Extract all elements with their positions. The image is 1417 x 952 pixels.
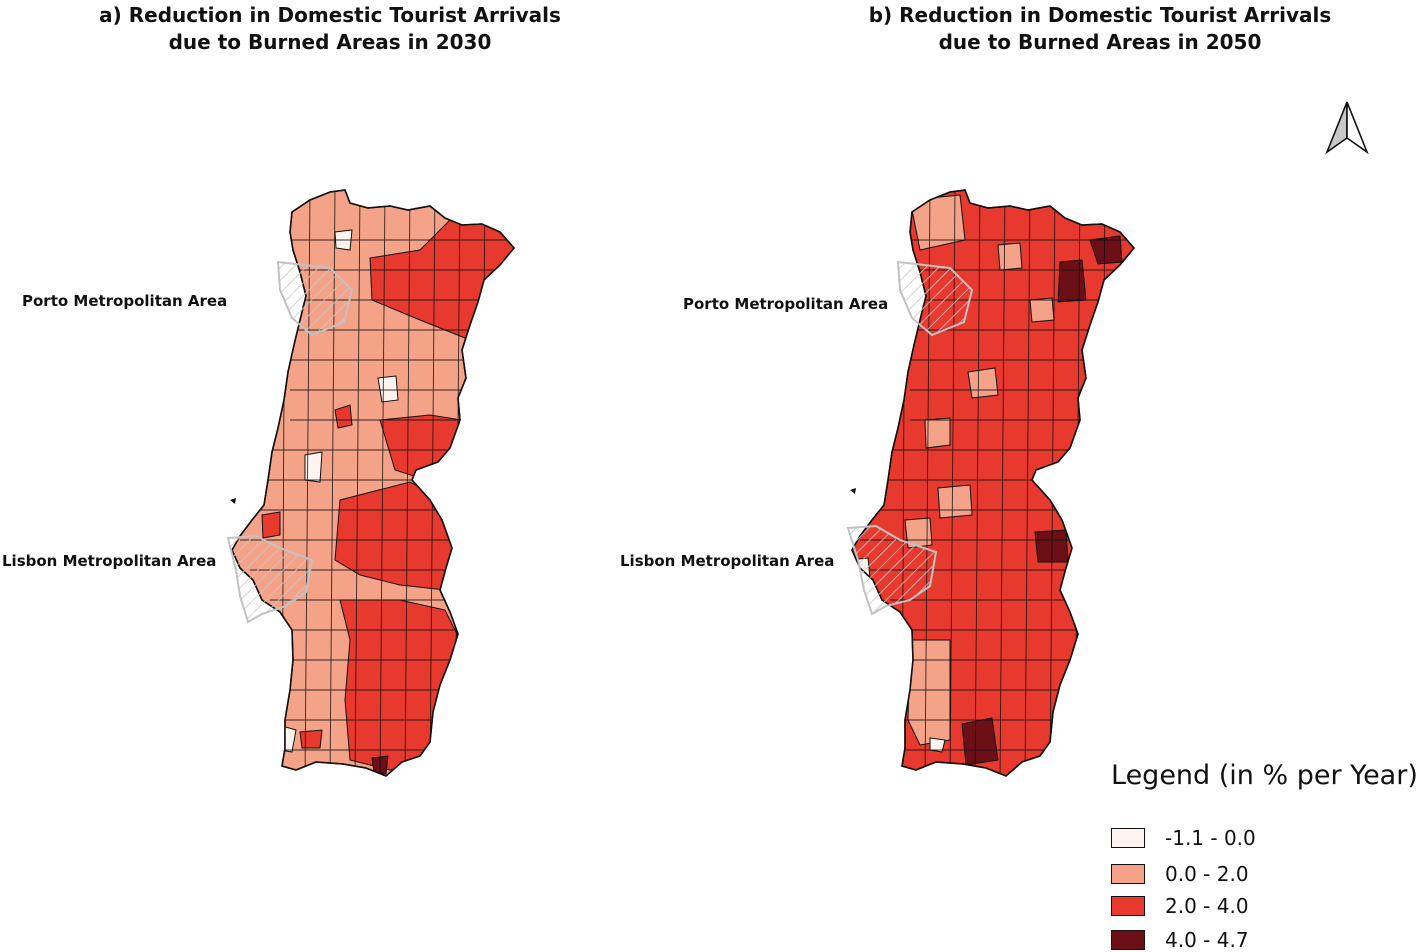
- legend-item: 2.0 - 4.0: [1111, 894, 1249, 918]
- map-a-porto-label: Porto Metropolitan Area: [22, 292, 228, 310]
- legend-item: 4.0 - 4.7: [1111, 928, 1249, 952]
- map-b-lisbon-metro-hatch: [846, 524, 938, 616]
- legend-label: 4.0 - 4.7: [1165, 928, 1249, 952]
- map-b-region-light-southwest: [907, 639, 951, 746]
- map-a-region-white-2: [304, 451, 323, 483]
- map-a: [226, 189, 515, 777]
- map-b-porto-metro-hatch: [896, 260, 974, 337]
- map-b-porto-label: Porto Metropolitan Area: [683, 295, 889, 313]
- map-a-island: [230, 498, 236, 504]
- legend-swatch: [1111, 896, 1145, 916]
- legend-label: -1.1 - 0.0: [1165, 826, 1256, 850]
- map-b: [846, 189, 1135, 777]
- map-b-title: b) Reduction in Domestic Tourist Arrival…: [820, 2, 1380, 56]
- map-b-region-light-6: [1029, 297, 1055, 323]
- legend-swatch: [1111, 930, 1145, 950]
- map-b-title-line1: b) Reduction in Domestic Tourist Arrival…: [868, 3, 1332, 27]
- map-b-lisbon-label: Lisbon Metropolitan Area: [620, 552, 835, 570]
- legend-label: 0.0 - 2.0: [1165, 862, 1249, 886]
- map-b-region-light-5: [904, 517, 933, 549]
- map-b-island: [850, 488, 856, 494]
- map-b-title-line2: due to Burned Areas in 2050: [938, 30, 1262, 54]
- map-b-region-dark-2: [1057, 259, 1087, 303]
- map-b-region-light-3: [924, 417, 951, 449]
- north-arrow-right-half: [1346, 101, 1369, 155]
- legend-label: 2.0 - 4.0: [1165, 894, 1249, 918]
- north-arrow-left-half: [1325, 101, 1348, 155]
- legend-swatch: [1111, 864, 1145, 884]
- legend-item: 0.0 - 2.0: [1111, 862, 1249, 886]
- legend-swatch: [1111, 828, 1145, 848]
- map-a-lisbon-label: Lisbon Metropolitan Area: [2, 552, 217, 570]
- map-a-lisbon-metro-hatch: [226, 534, 314, 624]
- map-b-base-region: [851, 189, 1135, 777]
- legend-title: Legend (in % per Year): [1111, 760, 1417, 791]
- map-a-region-centre-small: [334, 404, 353, 429]
- map-b-region-light-4: [937, 484, 973, 519]
- map-a-region-west-small: [261, 511, 281, 539]
- map-a-region-white-1: [377, 375, 399, 403]
- map-a-region-algarve-west: [299, 729, 323, 749]
- map-b-region-dark-4: [961, 717, 999, 766]
- map-a-title-line1: a) Reduction in Domestic Tourist Arrival…: [99, 3, 561, 27]
- map-b-region-minho: [909, 194, 966, 251]
- map-b-region-white-2: [929, 737, 946, 753]
- map-a-title-line2: due to Burned Areas in 2030: [168, 30, 492, 54]
- map-a-region-alentejo-south: [339, 599, 461, 771]
- map-b-region-light-1: [997, 242, 1023, 271]
- north-arrow-icon: [1325, 101, 1369, 155]
- map-a-porto-metro-hatch: [276, 260, 354, 337]
- map-a-title: a) Reduction in Domestic Tourist Arrival…: [50, 2, 610, 56]
- legend-item: -1.1 - 0.0: [1111, 826, 1256, 850]
- map-b-region-light-2: [967, 367, 999, 399]
